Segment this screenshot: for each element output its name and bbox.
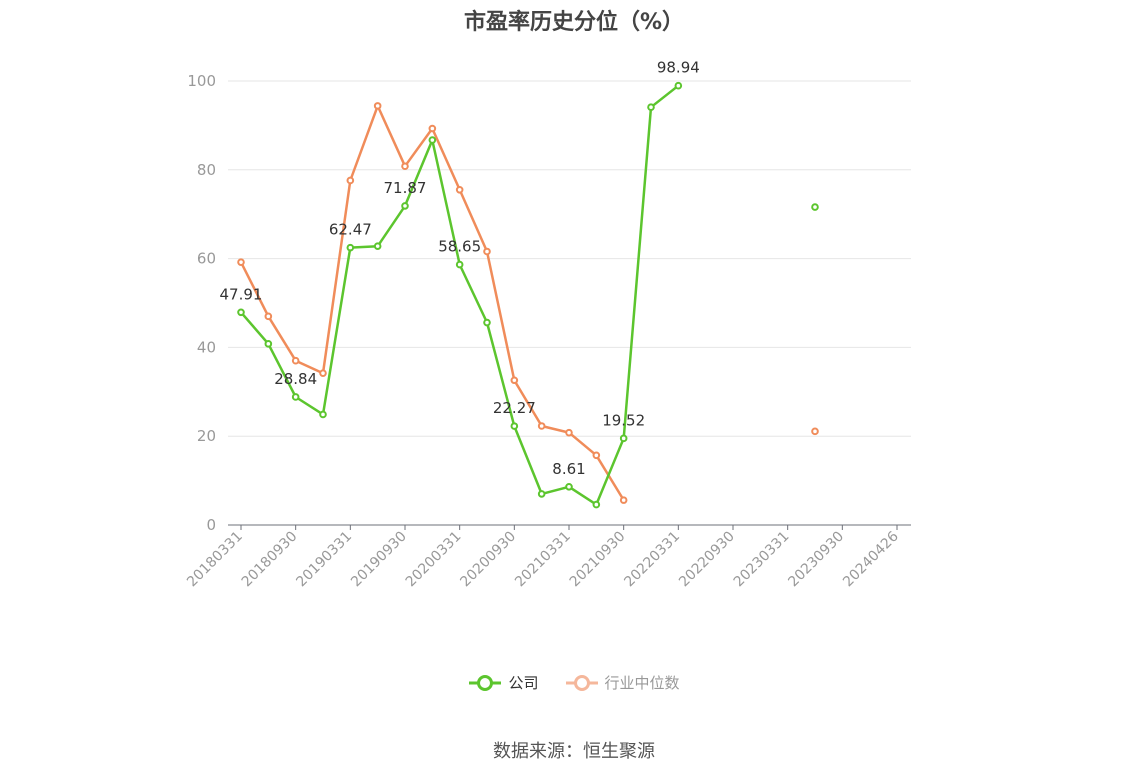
- x-tick-label: 20180331: [184, 529, 246, 591]
- x-tick-label: 20190331: [293, 529, 355, 591]
- x-tick-label: 20210930: [567, 529, 629, 591]
- data-point-company: [401, 202, 409, 210]
- data-point-company: [264, 340, 273, 348]
- legend-item-company[interactable]: 公司: [468, 672, 539, 693]
- data-point-industry-median: [537, 422, 546, 430]
- x-tick-label: 20220930: [676, 529, 738, 591]
- legend-line-icon: [565, 674, 598, 691]
- legend-label-industry-median: 行业中位数: [604, 674, 680, 692]
- legend-item-industry-median[interactable]: 行业中位数: [565, 672, 680, 693]
- x-tick-label: 20190930: [348, 529, 410, 591]
- data-point-industry-median: [346, 176, 355, 185]
- y-tick-label: 100: [187, 72, 216, 90]
- legend-line-icon: [469, 674, 502, 691]
- data-point-company: [483, 318, 491, 327]
- data-point-industry-median: [455, 185, 464, 194]
- data-point-industry-median: [401, 162, 409, 171]
- data-point-company: [811, 203, 819, 211]
- data-label: 8.61: [552, 460, 585, 478]
- data-point-industry-median: [619, 496, 628, 504]
- data-point-industry-median: [592, 451, 601, 460]
- data-point-company: [592, 500, 601, 509]
- data-label: 19.52: [602, 411, 645, 429]
- x-tick-label: 20210331: [512, 529, 574, 591]
- y-tick-label: 80: [197, 161, 216, 179]
- y-tick-label: 40: [197, 338, 216, 356]
- data-point-industry-median: [237, 258, 245, 266]
- data-label: 22.27: [493, 399, 536, 417]
- data-point-company: [510, 422, 519, 430]
- y-tick-label: 60: [197, 250, 216, 268]
- legend-label-company: 公司: [508, 674, 539, 692]
- y-tick-label: 0: [206, 516, 216, 534]
- data-source-note: 数据来源：恒生聚源: [493, 741, 655, 762]
- chart-title: 市盈率历史分位（%）: [463, 10, 685, 35]
- x-tick-label: 20230930: [785, 529, 847, 591]
- data-label: 58.65: [438, 238, 481, 256]
- data-point-company: [455, 260, 464, 269]
- data-point-company: [373, 242, 382, 250]
- data-point-industry-median: [428, 124, 437, 133]
- data-point-company: [537, 490, 546, 498]
- data-label: 28.84: [274, 370, 317, 388]
- data-point-company: [346, 243, 355, 252]
- x-tick-label: 20200331: [403, 529, 465, 591]
- data-point-company: [237, 308, 245, 317]
- legend: 公司 行业中位数: [0, 672, 1148, 693]
- data-point-company: [674, 81, 683, 90]
- x-tick-label: 20180930: [239, 529, 301, 591]
- data-point-company: [565, 482, 573, 491]
- data-label: 71.87: [384, 179, 427, 197]
- data-point-industry-median: [811, 427, 819, 436]
- y-tick-label: 20: [197, 427, 216, 445]
- data-point-industry-median: [483, 247, 491, 256]
- x-tick-label: 20230331: [731, 529, 793, 591]
- series-line-company: [241, 86, 815, 505]
- data-point-company: [428, 136, 437, 144]
- data-point-industry-median: [264, 312, 273, 321]
- data-point-industry-median: [291, 356, 300, 365]
- data-label: 47.91: [220, 285, 263, 303]
- data-point-industry-median: [565, 428, 573, 437]
- data-point-company: [647, 103, 655, 111]
- data-point-industry-median: [319, 369, 327, 377]
- series-line-industry-median: [241, 106, 815, 500]
- data-label: 98.94: [657, 59, 700, 77]
- x-tick-label: 20240426: [840, 528, 902, 590]
- data-point-company: [619, 434, 628, 443]
- data-point-company: [319, 410, 327, 419]
- x-tick-label: 20200930: [457, 529, 519, 591]
- data-point-industry-median: [510, 376, 519, 385]
- x-tick-label: 20220331: [621, 529, 683, 591]
- line-chart: 0 20 40 60 80 100 2018033120180930201903312019…: [184, 59, 911, 591]
- data-label: 62.47: [329, 221, 372, 239]
- data-point-industry-median: [373, 102, 382, 110]
- data-point-company: [291, 393, 300, 401]
